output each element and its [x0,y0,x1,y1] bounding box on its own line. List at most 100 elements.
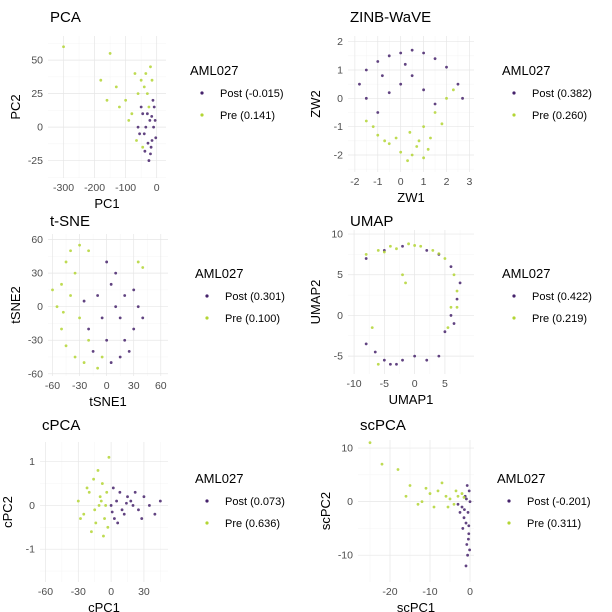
data-point [82,512,86,516]
data-point [467,524,471,528]
grid [348,230,474,374]
data-point [61,310,65,314]
panel-scpca: -20 -10 0 -10 0 10 scPCA scPC1 scPC2 AML027 Post (… [318,417,591,612]
chart-title: UMAP [350,213,393,230]
data-point [97,504,101,507]
data-point [452,273,456,277]
data-point [123,338,127,342]
x-axis-label: PC1 [94,196,119,211]
data-point [136,260,140,264]
data-point [467,532,471,536]
data-point [148,504,151,507]
data-point [466,510,470,514]
data-point [93,508,97,512]
x-axis-label: tSNE1 [89,394,127,409]
x-tick-label: 0 [154,182,160,194]
data-point [114,271,118,275]
data-point [399,150,403,154]
data-point [452,322,456,325]
x-tick-label: 30 [138,586,150,598]
y-tick-label: 50 [31,55,43,67]
data-point [150,114,154,118]
data-point [445,96,448,100]
y-tick-label: 1 [29,456,35,468]
data-point [139,105,143,109]
data-point [425,358,429,362]
data-point [445,65,448,69]
x-tick-label: -2 [350,176,359,188]
data-point [415,145,419,148]
data-point [136,305,140,309]
series-post [364,244,462,366]
data-point [440,122,444,126]
legend-title: AML027 [195,471,243,486]
legend-key [507,521,511,525]
data-point [148,118,152,122]
data-point [153,118,157,122]
series-post [109,486,162,525]
data-point [99,78,103,82]
series-pre [76,455,111,538]
data-point [456,494,460,498]
data-point [422,156,425,160]
legend-key [512,113,516,117]
data-point [135,139,138,142]
y-tick-label: -10 [338,550,353,562]
series-post [82,260,145,364]
y-axis-label: ZW2 [308,90,323,117]
data-point [395,247,398,251]
legend-title: AML027 [502,266,550,281]
data-point [387,142,391,146]
data-point [380,74,384,78]
data-point [383,139,387,143]
x-axis-label: cPC1 [88,600,120,612]
data-point [132,288,136,292]
series-post [456,484,472,568]
legend: AML027 Post (0.382) Pre (0.260) [502,63,592,122]
data-point [152,125,155,129]
data-point [73,271,77,275]
y-tick-label: 0 [337,93,343,105]
legend-key [200,91,204,95]
data-point [106,525,110,529]
data-point [413,244,417,247]
data-point [417,139,421,143]
data-point [100,316,104,320]
legend-title: AML027 [497,471,545,486]
chart-title: cPCA [42,417,80,434]
data-point [401,244,404,248]
panel-t-sne: -60 -30 0 30 60 -60 -30 0 30 60 t-SNE tSNE1 tSNE2 AML… [8,213,285,409]
data-point [146,141,150,145]
data-point [141,266,145,269]
series-pre [368,441,466,509]
data-point [462,495,466,499]
data-point [130,112,134,116]
data-point [406,159,409,163]
y-tick-label: -1 [26,544,35,556]
y-tick-label: 0 [347,496,353,508]
grid [48,234,168,376]
data-point [376,111,380,114]
data-point [407,242,410,246]
data-point [461,527,465,530]
legend-key [205,521,209,525]
data-point [376,362,380,366]
legend-title: AML027 [195,266,243,281]
data-point [137,508,140,512]
y-axis-label: PC2 [8,94,23,119]
data-point [463,508,466,512]
data-point [456,82,460,86]
data-point [399,51,403,55]
x-tick-label: -1 [373,176,382,188]
legend-label: Post (0.422) [532,291,592,303]
data-point [456,502,460,506]
data-point [104,504,108,507]
data-point [380,462,384,466]
y-tick-label: -60 [28,368,43,380]
y-tick-label: 60 [31,234,43,246]
data-point [158,499,162,503]
panel-umap: -10 -5 0 5 -5 0 5 10 UMAP UMAP1 UMAP2 AML027 Post (0… [308,213,592,407]
data-point [129,499,133,503]
data-point [404,281,407,285]
